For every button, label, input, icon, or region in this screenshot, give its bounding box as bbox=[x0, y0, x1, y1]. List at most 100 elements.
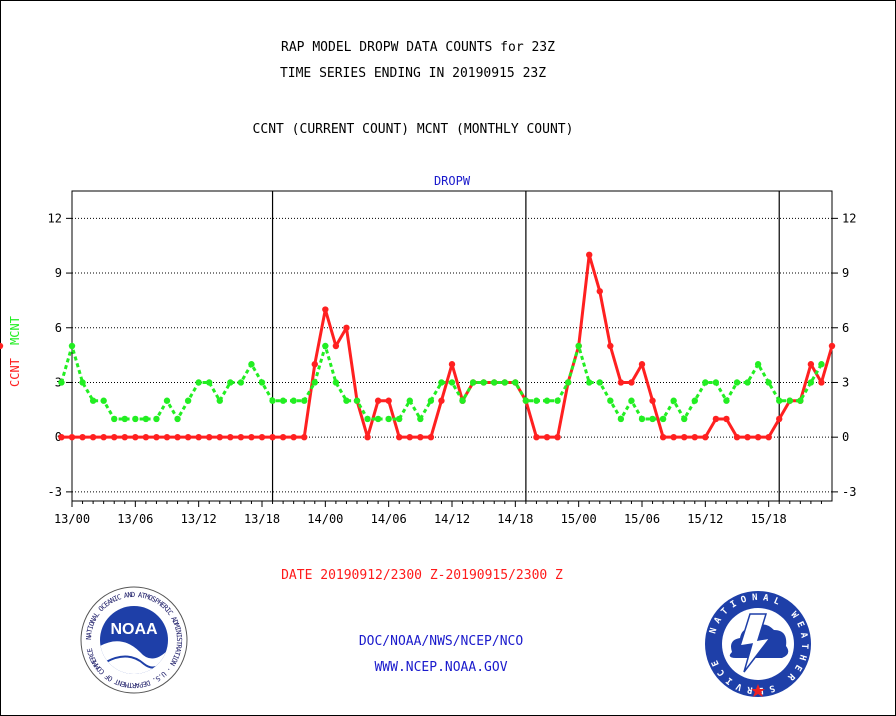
data-point-mcnt bbox=[332, 379, 340, 386]
header-line-3: CCNT (CURRENT COUNT) MCNT (MONTHLY COUNT… bbox=[253, 122, 574, 137]
y-tick-label-right: 0 bbox=[842, 430, 849, 444]
data-point-mcnt bbox=[691, 397, 698, 404]
data-point-ccnt bbox=[744, 433, 751, 441]
x-tick-label: 14/00 bbox=[307, 512, 343, 526]
data-point-ccnt bbox=[607, 342, 614, 350]
plot-area: -3-300336699121213/0013/0613/1213/1814/0… bbox=[0, 190, 856, 526]
data-point-mcnt bbox=[638, 415, 646, 423]
data-point-mcnt bbox=[58, 379, 65, 386]
data-point-ccnt bbox=[100, 433, 107, 441]
chart-title: DROPW bbox=[434, 174, 471, 188]
x-tick-label: 15/06 bbox=[624, 512, 660, 526]
y-tick-label-right: 3 bbox=[842, 375, 849, 389]
data-point-ccnt bbox=[258, 433, 266, 441]
data-point-mcnt bbox=[163, 397, 171, 404]
data-point-mcnt bbox=[491, 379, 498, 386]
plot-border bbox=[71, 190, 833, 502]
data-point-ccnt bbox=[174, 433, 181, 441]
y-tick-label-left: 12 bbox=[48, 211, 62, 225]
data-point-ccnt bbox=[396, 433, 403, 441]
data-point-mcnt bbox=[322, 342, 329, 350]
data-point-ccnt bbox=[448, 361, 456, 368]
star-icon bbox=[751, 684, 765, 697]
data-point-mcnt bbox=[702, 379, 709, 386]
data-point-ccnt bbox=[195, 433, 202, 441]
data-point-mcnt bbox=[374, 415, 382, 423]
y-tick-label-left: 6 bbox=[55, 321, 62, 335]
data-point-mcnt bbox=[290, 397, 297, 404]
url-link[interactable]: WWW.NCEP.NOAA.GOV bbox=[374, 660, 507, 675]
data-point-mcnt bbox=[469, 379, 477, 386]
data-point-mcnt bbox=[385, 415, 392, 423]
data-point-ccnt bbox=[121, 433, 128, 441]
ylabel-ccnt: CCNT bbox=[8, 358, 22, 387]
noaa-center-text: NOAA bbox=[110, 621, 158, 638]
data-point-mcnt bbox=[607, 397, 614, 404]
data-point-ccnt bbox=[206, 433, 213, 441]
data-point-ccnt bbox=[702, 433, 709, 441]
data-point-ccnt bbox=[543, 433, 551, 441]
data-point-ccnt bbox=[427, 433, 435, 441]
data-point-ccnt bbox=[79, 433, 86, 441]
data-point-mcnt bbox=[427, 397, 435, 404]
data-point-mcnt bbox=[512, 379, 519, 386]
data-point-mcnt bbox=[89, 397, 97, 404]
data-point-mcnt bbox=[68, 342, 76, 350]
data-point-mcnt bbox=[206, 379, 213, 386]
data-point-ccnt bbox=[237, 433, 245, 441]
data-point-mcnt bbox=[522, 397, 530, 404]
data-point-ccnt bbox=[723, 415, 730, 423]
ylabel-mcnt: MCNT bbox=[8, 316, 22, 345]
data-point-mcnt bbox=[649, 415, 656, 423]
y-tick-label-left: -3 bbox=[48, 485, 62, 499]
data-point-mcnt bbox=[617, 415, 625, 423]
data-point-mcnt bbox=[227, 379, 234, 386]
data-point-mcnt bbox=[776, 397, 783, 404]
data-point-mcnt bbox=[797, 397, 804, 404]
data-point-mcnt bbox=[353, 397, 361, 404]
data-point-mcnt bbox=[628, 397, 635, 404]
data-point-mcnt bbox=[438, 379, 445, 386]
data-point-mcnt bbox=[596, 379, 603, 386]
nws-logo: NATIONAL WEATHER SERVICE bbox=[705, 591, 811, 697]
data-point-ccnt bbox=[754, 433, 762, 441]
data-point-ccnt bbox=[807, 361, 815, 368]
data-point-ccnt bbox=[184, 433, 192, 441]
data-point-mcnt bbox=[501, 379, 508, 386]
data-point-ccnt bbox=[301, 433, 308, 441]
noaa-logo: NATIONAL OCEANIC AND ATMOSPHERIC ADMINIS… bbox=[80, 586, 188, 694]
data-point-ccnt bbox=[290, 433, 297, 441]
data-point-ccnt bbox=[0, 342, 4, 350]
data-point-mcnt bbox=[279, 397, 287, 404]
data-point-ccnt bbox=[681, 433, 688, 441]
x-tick-label: 14/12 bbox=[434, 512, 470, 526]
data-point-mcnt bbox=[786, 397, 793, 404]
data-point-mcnt bbox=[216, 397, 223, 404]
data-point-mcnt bbox=[311, 379, 318, 386]
data-point-ccnt bbox=[374, 397, 382, 404]
header-line-1: RAP MODEL DROPW DATA COUNTS for 23Z bbox=[281, 40, 555, 55]
data-point-ccnt bbox=[111, 433, 118, 441]
data-point-mcnt bbox=[237, 379, 245, 386]
data-point-mcnt bbox=[818, 361, 825, 368]
data-point-mcnt bbox=[723, 397, 730, 404]
data-point-ccnt bbox=[89, 433, 97, 441]
data-point-mcnt bbox=[564, 379, 572, 386]
data-point-ccnt bbox=[586, 251, 593, 259]
data-point-mcnt bbox=[754, 361, 762, 368]
data-point-ccnt bbox=[364, 433, 371, 441]
data-point-mcnt bbox=[744, 379, 751, 386]
data-point-mcnt bbox=[659, 415, 667, 423]
data-point-ccnt bbox=[132, 433, 139, 441]
data-point-ccnt bbox=[279, 433, 287, 441]
data-point-mcnt bbox=[111, 415, 118, 423]
data-point-mcnt bbox=[480, 379, 487, 386]
x-tick-label: 13/00 bbox=[54, 512, 90, 526]
x-tick-label: 13/18 bbox=[244, 512, 280, 526]
data-point-ccnt bbox=[776, 415, 783, 423]
data-point-mcnt bbox=[765, 379, 772, 386]
data-point-mcnt bbox=[733, 379, 741, 386]
data-point-mcnt bbox=[301, 397, 308, 404]
date-range-label: DATE 20190912/2300 Z-20190915/2300 Z bbox=[281, 568, 563, 583]
